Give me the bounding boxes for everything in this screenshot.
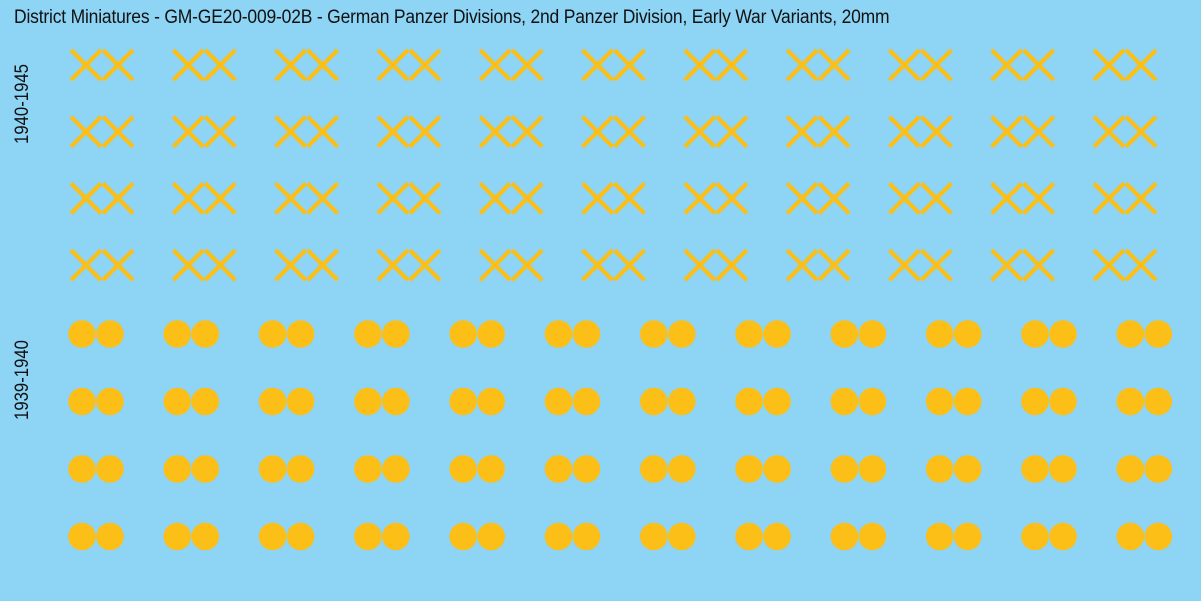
double-dot-icon: [163, 320, 220, 348]
double-dot-icon: [354, 522, 410, 551]
double-x-icon: [376, 248, 442, 282]
double-dot-icon: [544, 455, 601, 483]
double-dot-icon: [1021, 320, 1077, 348]
double-dot-icon: [163, 455, 220, 483]
double-x-icon: [990, 248, 1056, 282]
double-x-icon: [1092, 181, 1158, 215]
double-dot-icon: [735, 387, 791, 416]
double-dot-icon: [258, 320, 315, 348]
double-dot-icon: [830, 320, 887, 348]
double-x-icon: [887, 48, 953, 82]
double-dot-icon: [544, 320, 601, 348]
double-x-icon: [581, 181, 646, 215]
double-x-icon: [69, 181, 135, 215]
double-dot-icon: [1116, 522, 1173, 551]
double-dot-icon: [354, 320, 410, 348]
double-x-icon: [990, 115, 1056, 149]
double-x-icon: [478, 115, 544, 149]
double-dot-icon: [68, 522, 124, 551]
sheet-title: District Miniatures - GM-GE20-009-02B - …: [14, 7, 890, 28]
double-dot-icon: [1116, 387, 1173, 416]
double-dot-icon: [1116, 455, 1173, 483]
double-x-icon: [1092, 115, 1158, 149]
double-dot-icon: [640, 455, 696, 483]
double-x-icon: [478, 248, 544, 282]
double-dot-icon: [1116, 320, 1173, 348]
double-dot-icon: [163, 387, 220, 416]
double-x-icon: [376, 181, 442, 215]
double-dot-icon: [258, 522, 315, 551]
double-x-icon: [990, 48, 1056, 82]
double-dot-icon: [354, 455, 410, 483]
double-x-icon: [274, 181, 340, 215]
double-dot-icon: [640, 387, 696, 416]
double-dot-icon: [258, 387, 315, 416]
double-dot-icon: [68, 455, 124, 483]
double-dot-icon: [925, 320, 982, 348]
double-dot-icon: [544, 387, 601, 416]
double-x-icon: [683, 248, 749, 282]
double-x-icon: [69, 48, 135, 82]
double-x-icon: [171, 181, 237, 215]
double-x-icon: [1092, 248, 1158, 282]
double-dot-icon: [1021, 455, 1077, 483]
double-x-icon: [581, 48, 646, 82]
double-dot-icon: [735, 320, 791, 348]
double-dot-icon: [354, 387, 410, 416]
double-dot-icon: [1021, 522, 1077, 551]
double-dot-icon: [544, 522, 601, 551]
double-x-icon: [887, 181, 953, 215]
double-dot-icon: [830, 455, 887, 483]
double-x-icon: [785, 48, 851, 82]
double-dot-icon: [735, 455, 791, 483]
double-dot-icon: [449, 320, 506, 348]
double-dot-icon: [735, 522, 791, 551]
double-x-icon: [69, 115, 135, 149]
double-x-icon: [581, 248, 646, 282]
double-x-icon: [990, 181, 1056, 215]
double-x-icon: [69, 248, 135, 282]
double-dot-icon: [830, 522, 887, 551]
double-x-icon: [274, 115, 340, 149]
double-x-icon: [376, 48, 442, 82]
double-x-icon: [683, 181, 749, 215]
double-dot-icon: [258, 455, 315, 483]
double-x-icon: [171, 115, 237, 149]
double-x-icon: [478, 48, 544, 82]
double-dot-icon: [640, 320, 696, 348]
double-x-icon: [274, 248, 340, 282]
double-dot-icon: [640, 522, 696, 551]
double-x-icon: [785, 248, 851, 282]
double-dot-icon: [68, 387, 124, 416]
double-x-icon: [683, 48, 749, 82]
double-dot-icon: [449, 455, 506, 483]
double-x-icon: [581, 115, 646, 149]
double-x-icon: [1092, 48, 1158, 82]
double-dot-icon: [68, 320, 124, 348]
double-dot-icon: [163, 522, 220, 551]
double-dot-icon: [1021, 387, 1077, 416]
double-dot-icon: [449, 387, 506, 416]
double-x-icon: [274, 48, 340, 82]
double-x-icon: [478, 181, 544, 215]
double-x-icon: [683, 115, 749, 149]
double-x-icon: [171, 248, 237, 282]
double-dot-icon: [449, 522, 506, 551]
double-dot-icon: [925, 455, 982, 483]
double-x-icon: [887, 115, 953, 149]
double-x-icon: [376, 115, 442, 149]
double-dot-icon: [925, 387, 982, 416]
double-dot-icon: [830, 387, 887, 416]
double-dot-icon: [925, 522, 982, 551]
double-x-icon: [785, 115, 851, 149]
double-x-icon: [171, 48, 237, 82]
double-x-icon: [785, 181, 851, 215]
double-x-icon: [887, 248, 953, 282]
